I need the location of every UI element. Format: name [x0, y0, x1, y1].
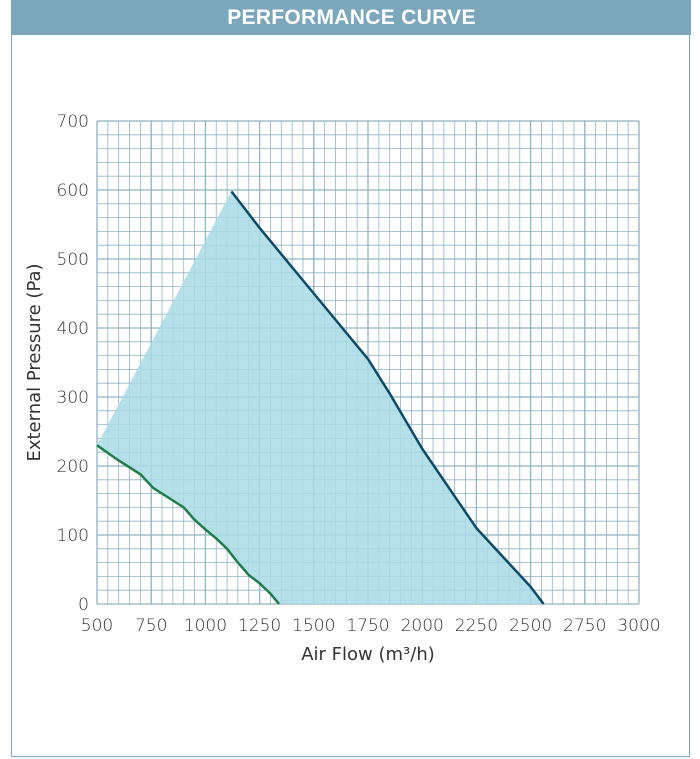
- x-tick-label: 2750: [563, 616, 606, 636]
- y-tick-label: 600: [57, 181, 89, 201]
- y-tick-label: 700: [57, 112, 89, 132]
- y-axis-title: External Pressure (Pa): [24, 263, 45, 461]
- x-tick-label: 1750: [346, 616, 389, 636]
- x-tick-label: 2000: [401, 616, 444, 636]
- y-tick-label: 500: [57, 250, 89, 270]
- x-tick-labels: 500 750 1000 1250 1500 1750 2000 2250 2500 2750 30…: [81, 616, 661, 636]
- panel-title: PERFORMANCE CURVE: [12, 0, 691, 35]
- y-tick-label: 300: [57, 388, 89, 408]
- x-axis-title: Air Flow (m³/h): [301, 644, 435, 665]
- upper-curve-line: [230, 190, 545, 605]
- x-tick-label: 1500: [292, 616, 335, 636]
- x-tick-label: 1000: [184, 616, 227, 636]
- lower-curve-line: [96, 444, 281, 605]
- y-tick-label: 100: [57, 526, 89, 546]
- x-tick-label: 2250: [455, 616, 498, 636]
- y-tick-labels: 0 100 200 300 400 500 600 700: [57, 112, 89, 615]
- y-tick-label: 200: [57, 457, 89, 477]
- x-tick-label: 2500: [509, 616, 552, 636]
- x-tick-label: 750: [135, 616, 167, 636]
- x-tick-label: 3000: [617, 616, 660, 636]
- operating-area-fill: [97, 191, 544, 604]
- y-tick-label: 400: [57, 319, 89, 339]
- x-tick-label: 500: [81, 616, 113, 636]
- x-tick-label: 1250: [238, 616, 281, 636]
- y-tick-label: 0: [78, 595, 89, 615]
